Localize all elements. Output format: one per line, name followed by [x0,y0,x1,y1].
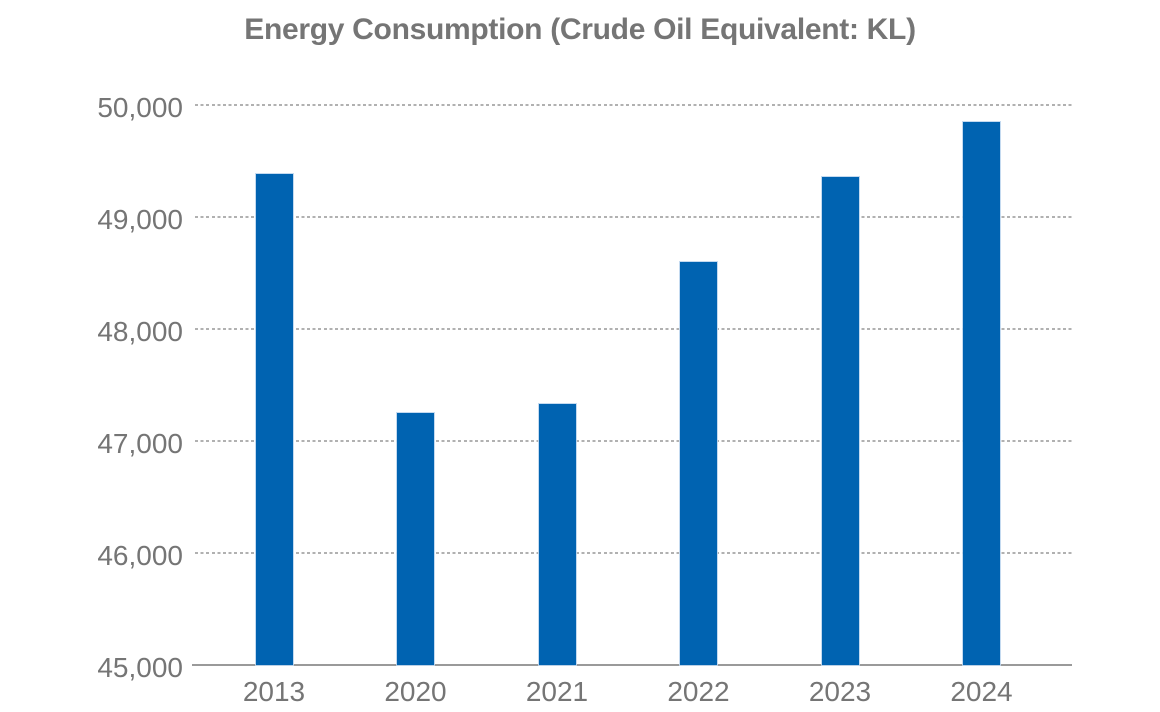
gridline [195,216,1072,218]
gridline [195,440,1072,442]
bar-2022 [680,261,717,665]
x-tick-label: 2021 [525,676,589,707]
bar-2023 [821,176,859,665]
bar-2021 [538,404,576,665]
x-tick-label: 2013 [242,676,306,707]
bar-2013 [255,174,293,665]
y-tick-label: 47,000 [97,428,183,459]
y-tick-label: 50,000 [97,92,183,123]
y-tick-label: 46,000 [97,540,183,571]
gridline [195,552,1072,554]
x-tick-label: 2020 [384,676,447,707]
y-tick-label: 48,000 [97,316,183,347]
axis-baseline [192,664,1072,666]
x-tick-label: 2023 [808,676,872,707]
bar-2020 [397,413,434,665]
x-tick-label: 2022 [667,676,730,707]
plot-area [192,104,1072,666]
y-tick-label: 45,000 [97,652,183,683]
gridline [195,104,1072,106]
y-tick-label: 49,000 [97,204,183,235]
gridline [195,328,1072,330]
bar-2024 [963,121,1000,665]
chart-title: Energy Consumption (Crude Oil Equivalent… [244,13,916,46]
x-tick-label: 2024 [950,676,1013,707]
